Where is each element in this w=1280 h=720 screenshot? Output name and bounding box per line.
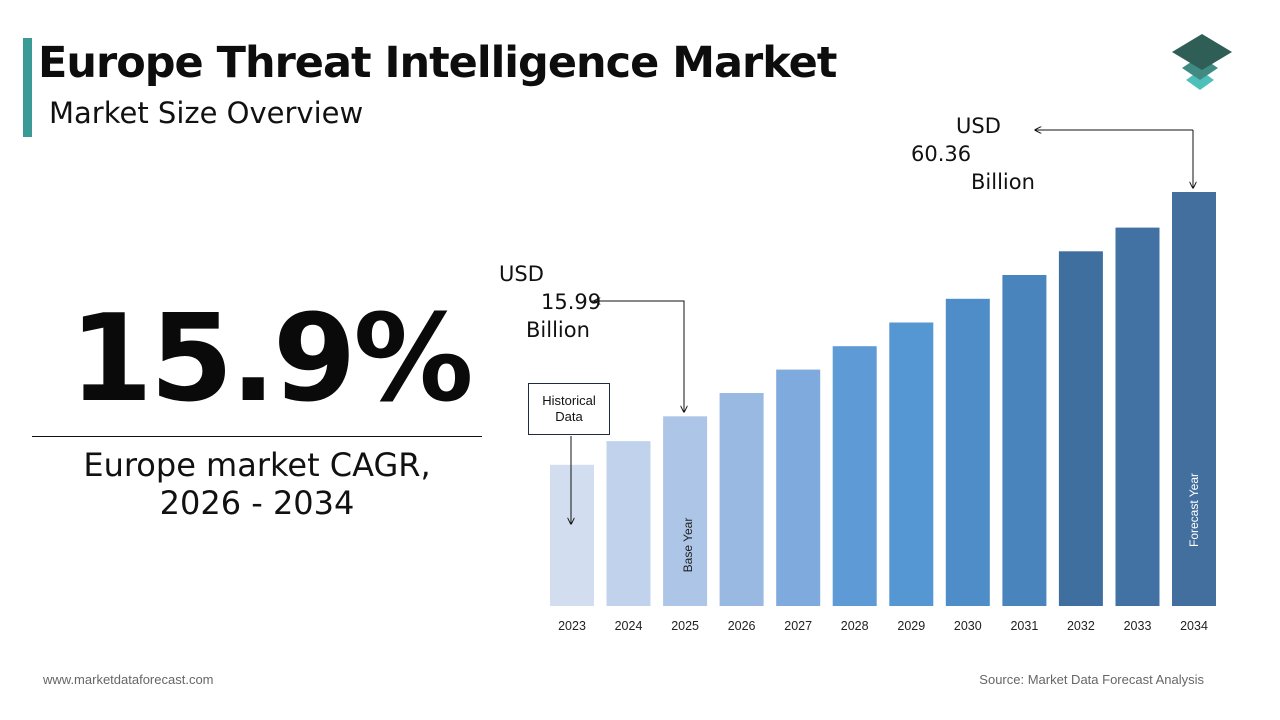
page-title: Europe Threat Intelligence Market	[38, 38, 837, 88]
start-value-currency: USD	[499, 262, 544, 286]
bar-2029	[889, 322, 934, 606]
bar-2031	[1002, 275, 1047, 606]
x-tick-label: 2027	[784, 619, 812, 633]
bar-2028	[832, 346, 877, 606]
start-value-unit: Billion	[526, 318, 590, 342]
forecast-year-label: Forecast Year	[1187, 473, 1201, 547]
historical-data-line1: Historical	[542, 393, 596, 408]
bar-2025	[663, 416, 708, 606]
end-value-number: 60.36	[911, 142, 972, 166]
cagr-label-line2: 2026 - 2034	[159, 484, 355, 522]
title-accent-bar	[23, 38, 32, 137]
footer-website: www.marketdataforecast.com	[43, 672, 214, 687]
end-value-unit: Billion	[971, 170, 1035, 194]
x-tick-label: 2028	[841, 619, 869, 633]
cagr-value: 15.9%	[69, 290, 473, 429]
bar-2024	[606, 441, 651, 606]
x-tick-label: 2023	[558, 619, 586, 633]
bar-2030	[945, 298, 990, 606]
footer-source: Source: Market Data Forecast Analysis	[979, 672, 1204, 687]
cagr-label-line1: Europe market CAGR,	[83, 446, 431, 484]
x-tick-label: 2029	[897, 619, 925, 633]
x-tick-labels: 2023 2024 2025 2026 2027 2028 2029 2030 2031 2032…	[558, 619, 1208, 633]
bar-2026	[719, 393, 764, 606]
cagr-divider	[32, 436, 482, 437]
x-tick-label: 2026	[728, 619, 756, 633]
cagr-label: Europe market CAGR, 2026 - 2034	[32, 446, 482, 522]
end-value-currency: USD	[956, 114, 1001, 138]
x-tick-label: 2031	[1010, 619, 1038, 633]
annotation-arrows	[571, 130, 1193, 524]
x-tick-label: 2024	[615, 619, 643, 633]
bar-2032	[1058, 251, 1103, 607]
historical-data-line2: Data	[555, 409, 583, 424]
historical-data-box: Historical Data	[528, 383, 610, 435]
x-tick-label: 2034	[1180, 619, 1208, 633]
bar-2033	[1115, 227, 1160, 606]
x-tick-label: 2025	[671, 619, 699, 633]
x-tick-label: 2030	[954, 619, 982, 633]
bar-2023	[550, 464, 594, 606]
stacked-layers-icon	[1172, 34, 1232, 90]
logo-layer-top	[1172, 34, 1232, 70]
x-tick-label: 2033	[1124, 619, 1152, 633]
bar-2027	[776, 369, 821, 606]
bar-2034	[1172, 192, 1216, 606]
base-year-label: Base Year	[681, 518, 695, 573]
page-subtitle: Market Size Overview	[49, 96, 364, 130]
x-tick-label: 2032	[1067, 619, 1095, 633]
bar-group	[550, 192, 1216, 607]
start-value-number: 15.99	[541, 290, 602, 314]
